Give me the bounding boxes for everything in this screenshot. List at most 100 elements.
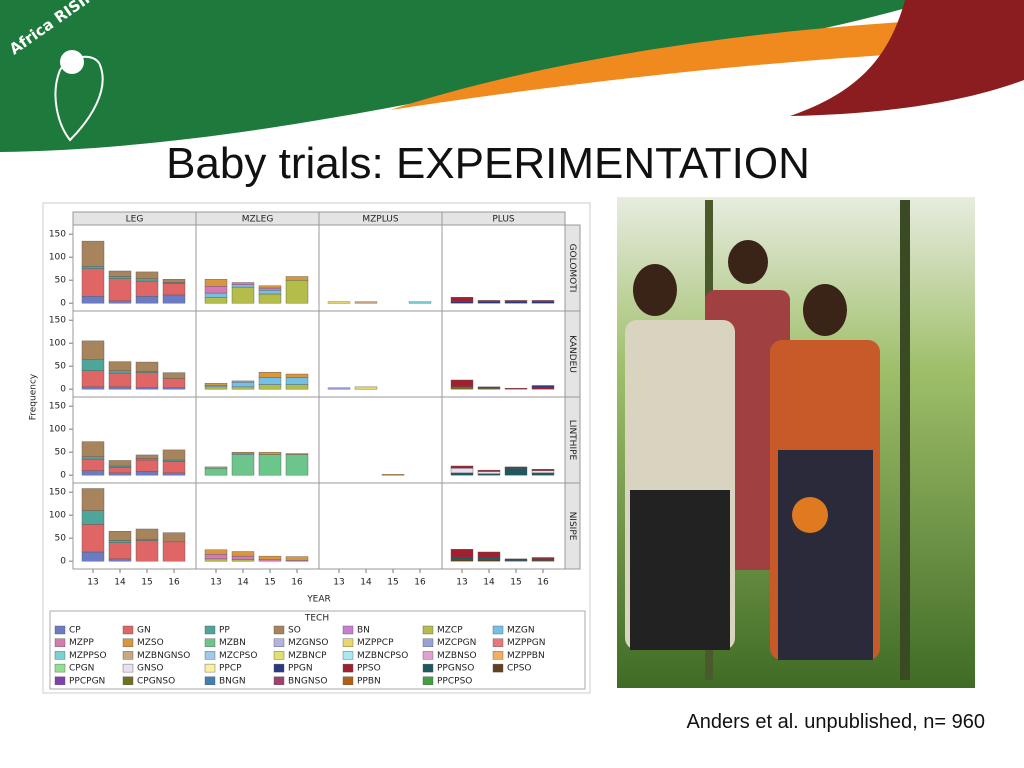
bar-segment	[531, 385, 555, 389]
bar-segment	[162, 294, 186, 304]
bar-segment	[81, 488, 105, 511]
bar-segment	[450, 557, 474, 561]
legend-box	[49, 610, 586, 690]
bar-segment	[258, 384, 282, 390]
bar-segment	[81, 551, 105, 562]
y-tick-label: 50	[55, 362, 67, 372]
bar-segment	[81, 458, 105, 471]
legend-swatch	[54, 638, 66, 647]
legend-label: MZPP	[69, 638, 94, 648]
bar-segment	[531, 387, 555, 390]
x-tick-label: 15	[141, 578, 152, 588]
legend-label: MZPPBN	[507, 651, 545, 661]
bar-segment	[231, 380, 255, 383]
legend-label: MZSO	[137, 638, 164, 648]
photo-skirt	[778, 450, 873, 660]
bar-segment	[285, 454, 309, 476]
x-tick-label: 15	[510, 578, 521, 588]
x-tick-label: 16	[291, 578, 303, 588]
legend-label: BNGN	[219, 676, 246, 686]
legend-swatch	[204, 638, 216, 647]
bar-segment	[204, 383, 228, 386]
bar-segment	[204, 285, 228, 294]
bar-segment	[81, 296, 105, 304]
legend-label: CPSO	[507, 664, 532, 674]
legend-label: MZBNSO	[437, 651, 477, 661]
legend-label: MZBNCP	[288, 651, 327, 661]
bar-segment	[108, 460, 132, 467]
bar-segment	[285, 384, 309, 390]
bar-segment	[504, 300, 528, 303]
bar-segment	[477, 300, 501, 303]
bar-segment	[162, 283, 186, 296]
bar-segment	[450, 472, 474, 476]
bar-segment	[408, 301, 432, 304]
bar-segment	[204, 385, 228, 388]
bar-segment	[258, 290, 282, 295]
bar-segment	[231, 454, 255, 476]
legend-label: GN	[137, 626, 151, 636]
bar-segment	[204, 468, 228, 476]
bar-segment	[477, 471, 501, 475]
legend-label: PPGNSO	[437, 664, 474, 674]
bar-segment	[108, 558, 132, 562]
bar-segment	[450, 379, 474, 388]
legend-label: PPGN	[288, 664, 313, 674]
bar-segment	[135, 371, 159, 373]
legend-label: MZBNCPSO	[357, 651, 408, 661]
bar-segment	[258, 293, 282, 304]
y-tick-label: 50	[55, 276, 67, 286]
x-tick-label: 16	[537, 578, 549, 588]
legend-title: TECH	[304, 614, 329, 624]
banner-green	[0, 0, 935, 152]
bar-segment	[81, 359, 105, 371]
legend-label: MZPPSO	[69, 651, 107, 661]
bar-segment	[231, 382, 255, 388]
bar-segment	[327, 301, 351, 304]
x-tick-label: 16	[168, 578, 180, 588]
panel	[318, 310, 443, 398]
legend-swatch	[273, 625, 285, 635]
bar-segment	[81, 370, 105, 388]
legend-swatch	[342, 676, 354, 685]
y-tick-label: 0	[60, 299, 66, 309]
legend-swatch	[54, 676, 66, 685]
legend-swatch	[422, 676, 434, 685]
bar-segment	[285, 453, 309, 455]
bar-segment	[450, 301, 474, 304]
bar-segment	[135, 280, 159, 297]
bar-segment	[285, 276, 309, 281]
bar-segment	[450, 386, 474, 390]
bar-segment	[450, 465, 474, 469]
bar-segment	[108, 276, 132, 280]
x-tick-label: 13	[456, 578, 467, 588]
y-tick-label: 50	[55, 534, 67, 544]
legend-swatch	[54, 663, 66, 673]
bar-segment	[81, 470, 105, 476]
photo	[617, 197, 975, 688]
bar-segment	[204, 554, 228, 560]
bar-segment	[81, 268, 105, 297]
legend-swatch	[122, 663, 134, 673]
photo-person-head	[633, 264, 677, 316]
bar-segment	[231, 451, 255, 454]
x-tick-label: 13	[210, 578, 221, 588]
bar-segment	[450, 297, 474, 303]
slide-title: Baby trials: EXPERIMENTATION	[166, 139, 810, 188]
y-tick-label: 0	[60, 471, 66, 481]
column-label: LEG	[126, 215, 144, 225]
bar-segment	[135, 458, 159, 461]
logo-outline	[54, 55, 104, 142]
bar-segment	[531, 470, 555, 474]
bar-segment	[327, 387, 351, 390]
x-tick-label: 13	[333, 578, 344, 588]
legend-swatch	[122, 638, 134, 647]
bar-segment	[258, 454, 282, 476]
bar-segment	[108, 472, 132, 476]
y-tick-label: 100	[49, 253, 66, 263]
legend-swatch	[492, 638, 504, 647]
legend-swatch	[204, 663, 216, 673]
bar-segment	[108, 386, 132, 390]
bar-segment	[135, 278, 159, 282]
legend-swatch	[422, 663, 434, 673]
